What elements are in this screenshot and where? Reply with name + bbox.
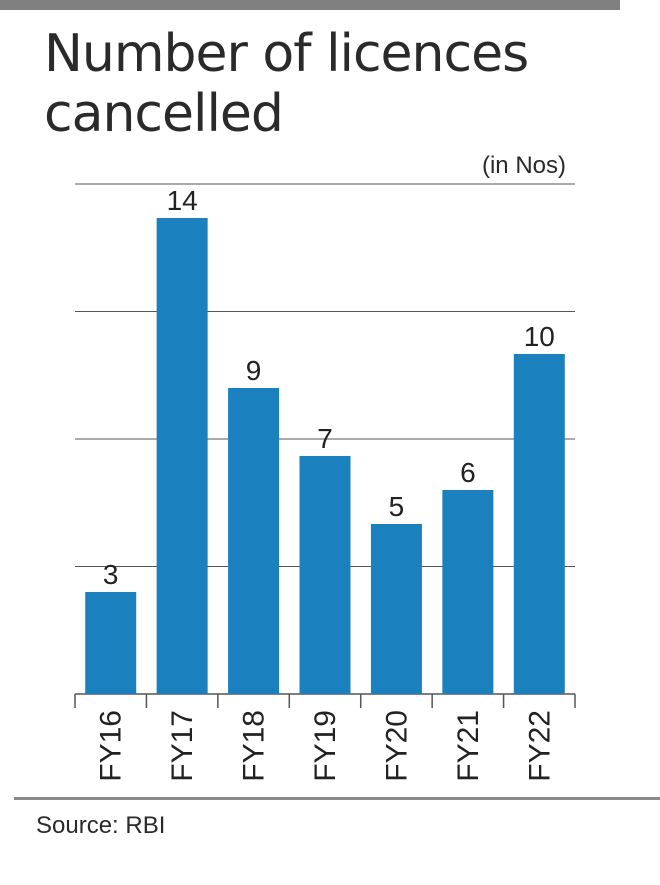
data-label-fy20: 5: [389, 491, 405, 522]
bar-fy22: [513, 354, 565, 694]
bar-fy17: [156, 218, 208, 694]
data-label-fy22: 10: [524, 321, 555, 352]
x-tick-label-fy16: FY16: [95, 710, 128, 782]
top-bar: [0, 0, 620, 10]
chart-title: Number of licences cancelled: [44, 24, 529, 144]
data-label-fy17: 14: [167, 185, 198, 216]
data-label-fy16: 3: [103, 559, 119, 590]
data-label-fy18: 9: [246, 355, 262, 386]
bottom-rule: [14, 797, 660, 800]
bar-fy20: [370, 524, 422, 694]
bar-fy19: [299, 456, 351, 694]
x-tick-label-fy21: FY21: [452, 710, 485, 782]
bar-fy21: [442, 490, 494, 694]
x-tick-label-fy19: FY19: [309, 710, 342, 782]
bar-chart: 3 FY16 14 FY17 9 FY18 7 FY19 5 FY20 6 FY21 10 FY22: [74, 183, 576, 782]
source-note: Source: RBI: [36, 812, 166, 839]
data-label-fy19: 7: [317, 423, 333, 454]
x-tick-label-fy17: FY17: [166, 710, 199, 782]
data-label-fy21: 6: [460, 457, 476, 488]
bar-fy18: [228, 388, 280, 694]
unit-label: (in Nos): [481, 152, 566, 179]
x-tick-label-fy22: FY22: [523, 710, 556, 782]
bar-fy16: [85, 592, 137, 694]
x-tick-label-fy20: FY20: [380, 710, 413, 782]
x-tick-label-fy18: FY18: [238, 710, 271, 782]
